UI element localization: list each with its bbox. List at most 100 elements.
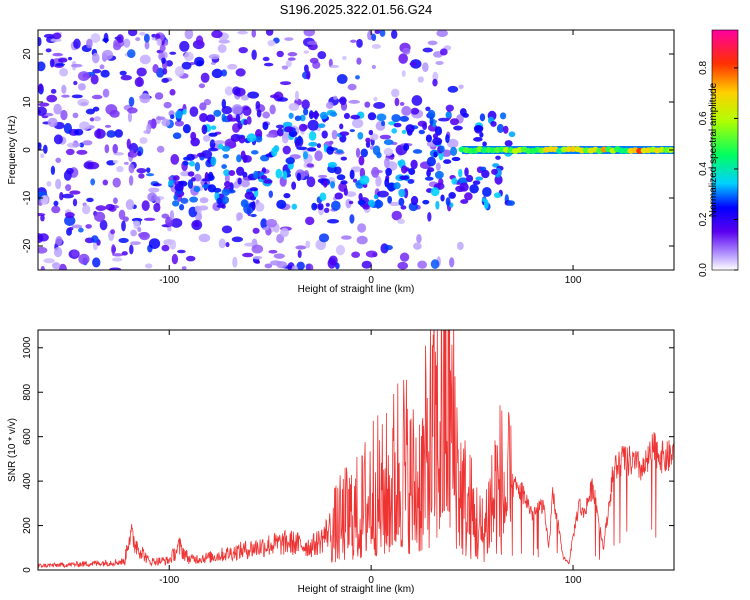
heatmap-noise-blob bbox=[66, 167, 74, 175]
heatmap-noise-blob bbox=[90, 235, 99, 243]
heatmap-blob bbox=[256, 109, 262, 118]
heatmap-noise-blob bbox=[240, 94, 250, 101]
heatmap-noise-blob bbox=[102, 49, 114, 60]
heatmap-blob bbox=[212, 187, 222, 193]
heatmap-noise-blob bbox=[71, 249, 79, 258]
heatmap-noise-blob bbox=[104, 124, 112, 128]
heatmap-noise-blob bbox=[438, 117, 450, 122]
heatmap-blob bbox=[464, 167, 469, 177]
heatmap-noise-blob bbox=[356, 38, 363, 48]
heatmap-noise-blob bbox=[45, 48, 52, 53]
heatmap-noise-blob bbox=[328, 58, 333, 68]
spectrogram-x-label: Height of straight line (km) bbox=[298, 284, 415, 295]
heatmap-noise-blob bbox=[113, 197, 118, 205]
heatmap-blob bbox=[319, 192, 327, 201]
heatmap-blob bbox=[403, 143, 410, 151]
heatmap-noise-blob bbox=[61, 84, 67, 94]
heatmap-noise-blob bbox=[91, 52, 100, 64]
heatmap-blob bbox=[316, 143, 322, 149]
heatmap-blob bbox=[440, 194, 445, 202]
spectrogram-x-axis: -100 0 100 bbox=[159, 30, 582, 286]
heatmap-noise-blob bbox=[331, 129, 338, 140]
heatmap-noise-blob bbox=[143, 33, 150, 43]
heatmap-noise-blob bbox=[217, 44, 227, 53]
heatmap-blob bbox=[466, 174, 474, 183]
heatmap-blob bbox=[168, 179, 174, 187]
heatmap-blob bbox=[310, 111, 320, 118]
heatmap-blob bbox=[182, 123, 191, 134]
figure-title: S196.2025.322.01.56.G24 bbox=[280, 2, 433, 17]
heatmap-blob bbox=[327, 161, 338, 168]
heatmap-noise-blob bbox=[112, 159, 119, 164]
heatmap-blob bbox=[317, 123, 326, 129]
heatmap-noise-blob bbox=[181, 266, 187, 270]
heatmap-noise-blob bbox=[99, 219, 108, 231]
heatmap-noise-blob bbox=[432, 78, 438, 87]
heatmap-blob bbox=[495, 155, 501, 160]
heatmap-blob bbox=[448, 192, 456, 199]
snr-x-tick-label: -100 bbox=[159, 575, 179, 586]
heatmap-noise-blob bbox=[46, 181, 52, 187]
heatmap-noise-blob bbox=[227, 63, 238, 70]
heatmap-noise-blob bbox=[123, 38, 131, 48]
heatmap-noise-blob bbox=[267, 39, 276, 47]
heatmap-noise-blob bbox=[251, 49, 257, 61]
heatmap-noise-blob bbox=[77, 98, 90, 107]
heatmap-blob bbox=[408, 168, 416, 176]
heatmap-noise-blob bbox=[198, 205, 209, 211]
heatmap-blob bbox=[433, 151, 438, 158]
snr-y-tick-label: 1000 bbox=[22, 336, 33, 359]
heatmap-blob bbox=[223, 169, 231, 177]
heatmap-blob bbox=[243, 119, 248, 126]
heatmap-noise-blob bbox=[78, 227, 84, 233]
heatmap-noise-blob bbox=[163, 101, 172, 109]
heatmap-noise-blob bbox=[73, 80, 78, 86]
heatmap-blob bbox=[445, 111, 452, 119]
heatmap-noise-blob bbox=[82, 140, 93, 146]
heatmap-noise-blob bbox=[232, 256, 238, 268]
heatmap-blob bbox=[319, 111, 328, 120]
heatmap-noise-blob bbox=[135, 37, 141, 42]
heatmap-blob bbox=[230, 133, 241, 142]
heatmap-noise-blob bbox=[69, 190, 81, 195]
heatmap-noise-blob bbox=[397, 261, 409, 270]
heatmap-noise-blob bbox=[43, 33, 55, 39]
heatmap-noise-blob bbox=[156, 116, 166, 121]
heatmap-noise-blob bbox=[294, 90, 299, 101]
heatmap-blob bbox=[482, 141, 487, 147]
heatmap-blob bbox=[302, 151, 308, 160]
heatmap-blob bbox=[424, 176, 434, 181]
heatmap-noise-blob bbox=[64, 211, 75, 219]
heatmap-noise-blob bbox=[148, 238, 161, 250]
heatmap-blob bbox=[373, 199, 384, 209]
heatmap-noise-blob bbox=[139, 54, 151, 65]
heatmap-blob bbox=[427, 109, 436, 120]
heatmap-noise-blob bbox=[112, 253, 124, 257]
heatmap-noise-blob bbox=[90, 74, 99, 85]
heatmap-noise-blob bbox=[169, 51, 177, 55]
heatmap-noise-blob bbox=[349, 129, 355, 133]
heatmap-noise-blob bbox=[214, 140, 226, 145]
heatmap-noise-blob bbox=[457, 241, 464, 251]
heatmap-noise-blob bbox=[407, 179, 415, 184]
heatmap-blob bbox=[271, 147, 278, 157]
heatmap-blob bbox=[410, 159, 418, 170]
heatmap-blob bbox=[432, 137, 443, 146]
heatmap-blob bbox=[472, 180, 481, 185]
heatmap-noise-blob bbox=[183, 51, 194, 62]
heatmap-blob bbox=[434, 126, 443, 136]
heatmap-noise-blob bbox=[112, 42, 122, 51]
heatmap-blob bbox=[405, 124, 415, 133]
heatmap-blob bbox=[399, 115, 410, 122]
heatmap-blob bbox=[187, 171, 195, 177]
heatmap-blob bbox=[451, 156, 461, 162]
heatmap-noise-blob bbox=[253, 255, 263, 260]
heatmap-blob bbox=[236, 166, 245, 176]
heatmap-noise-blob bbox=[174, 66, 185, 77]
heatmap-noise-blob bbox=[55, 235, 63, 246]
heatmap-noise-blob bbox=[71, 94, 83, 99]
heatmap-noise-blob bbox=[410, 107, 420, 115]
heatmap-noise-blob bbox=[42, 144, 48, 154]
heatmap-blob bbox=[263, 179, 273, 184]
heatmap-noise-blob bbox=[174, 120, 185, 127]
